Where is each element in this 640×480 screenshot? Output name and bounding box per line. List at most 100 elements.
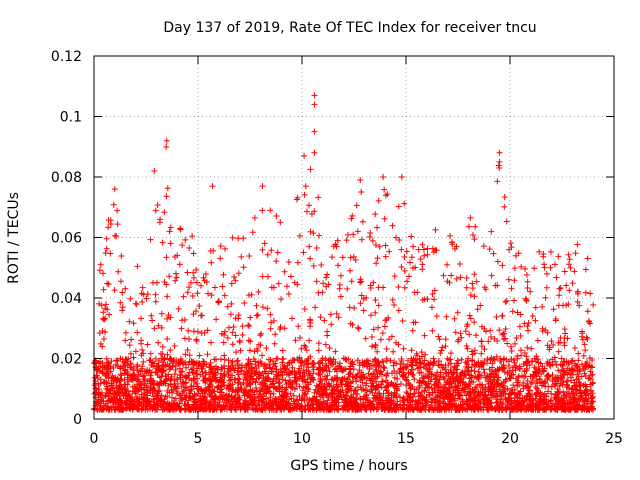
- data-point: [292, 337, 299, 344]
- data-point: [149, 317, 156, 324]
- data-point: [240, 403, 247, 410]
- data-point: [247, 388, 254, 395]
- data-point: [449, 403, 456, 410]
- data-point: [311, 208, 318, 215]
- data-point: [394, 386, 401, 393]
- data-point: [334, 262, 341, 269]
- data-point: [326, 368, 333, 375]
- data-point: [101, 316, 108, 323]
- data-point: [205, 402, 212, 409]
- data-point: [125, 378, 132, 385]
- data-point: [155, 322, 162, 329]
- data-point: [247, 381, 254, 388]
- data-point: [502, 335, 509, 342]
- data-point: [576, 302, 583, 309]
- data-point: [462, 359, 469, 366]
- data-point: [487, 327, 494, 334]
- data-point: [379, 330, 386, 337]
- data-point: [517, 388, 524, 395]
- data-point: [491, 356, 498, 363]
- data-point: [555, 253, 562, 260]
- data-point: [524, 323, 531, 330]
- data-point: [460, 386, 467, 393]
- data-point: [291, 279, 298, 286]
- data-point: [289, 404, 296, 411]
- data-point: [410, 357, 417, 364]
- data-point: [521, 350, 528, 357]
- data-point: [388, 401, 395, 408]
- data-point: [373, 260, 380, 267]
- data-point: [180, 293, 187, 300]
- data-point: [533, 403, 540, 410]
- data-point: [177, 359, 184, 366]
- data-point: [127, 350, 134, 357]
- data-point: [509, 406, 516, 413]
- data-point: [349, 361, 356, 368]
- data-point: [381, 365, 388, 372]
- data-point: [511, 265, 518, 272]
- data-point: [272, 395, 279, 402]
- data-point: [565, 301, 572, 308]
- data-point: [214, 395, 221, 402]
- data-point: [587, 368, 594, 375]
- data-point: [289, 384, 296, 391]
- data-point: [157, 216, 164, 223]
- data-point: [471, 368, 478, 375]
- data-point: [541, 405, 548, 412]
- data-point: [354, 228, 361, 235]
- data-point: [251, 399, 258, 406]
- data-point: [321, 317, 328, 324]
- data-point: [123, 392, 130, 399]
- data-point: [287, 273, 294, 280]
- data-point: [211, 356, 218, 363]
- data-point: [546, 361, 553, 368]
- data-point: [294, 259, 301, 266]
- data-point: [476, 363, 483, 370]
- data-point: [542, 383, 549, 390]
- data-point: [171, 253, 178, 260]
- data-point: [584, 308, 591, 315]
- data-point: [360, 396, 367, 403]
- data-point: [118, 372, 125, 379]
- data-point: [326, 404, 333, 411]
- data-point: [413, 405, 420, 412]
- data-point: [479, 381, 486, 388]
- data-point: [178, 325, 185, 332]
- data-point: [467, 315, 474, 322]
- data-point: [569, 357, 576, 364]
- data-point: [568, 374, 575, 381]
- data-point: [106, 390, 113, 397]
- data-point: [102, 315, 109, 322]
- data-point: [566, 256, 573, 263]
- data-point: [403, 377, 410, 384]
- data-point: [270, 400, 277, 407]
- y-axis-label: ROTI / TECUs: [6, 192, 22, 284]
- data-point: [513, 334, 520, 341]
- data-point: [148, 312, 155, 319]
- data-point: [168, 394, 175, 401]
- data-point: [255, 375, 262, 382]
- data-point: [324, 372, 331, 379]
- data-point: [550, 341, 557, 348]
- data-point: [469, 396, 476, 403]
- data-point: [320, 390, 327, 397]
- data-point: [353, 202, 360, 209]
- data-point: [389, 296, 396, 303]
- data-point: [259, 406, 266, 413]
- data-point: [488, 228, 495, 235]
- data-point: [201, 360, 208, 367]
- data-point: [467, 214, 474, 221]
- data-point: [235, 312, 242, 319]
- data-point: [315, 360, 322, 367]
- data-point: [327, 311, 334, 318]
- data-point: [105, 224, 112, 231]
- data-point: [369, 389, 376, 396]
- data-point: [226, 402, 233, 409]
- data-point: [414, 400, 421, 407]
- data-point: [347, 380, 354, 387]
- data-point: [296, 393, 303, 400]
- data-point: [399, 406, 406, 413]
- data-point: [523, 353, 530, 360]
- data-point: [445, 362, 452, 369]
- data-point: [313, 278, 320, 285]
